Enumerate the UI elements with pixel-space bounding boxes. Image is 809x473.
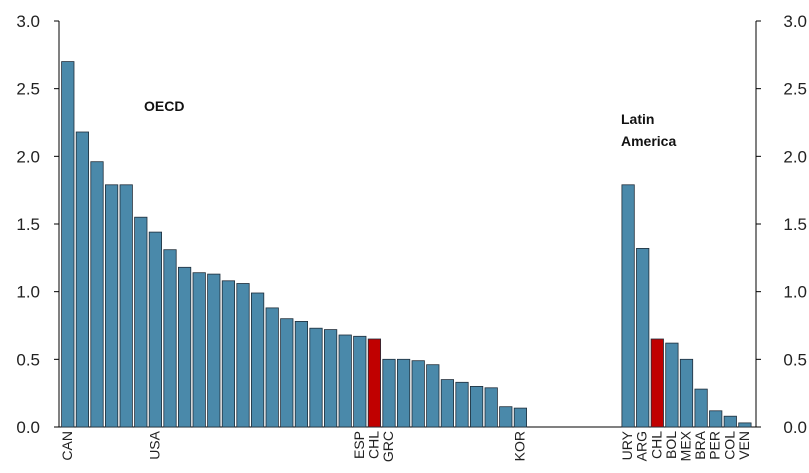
bar-chl (367, 338, 382, 428)
x-tick-label: VEN (736, 431, 752, 460)
annotation-oecd: OECD (144, 98, 184, 114)
x-tick-label: ESP (351, 431, 367, 459)
bar-bra (694, 388, 708, 428)
bar-unlabeled (440, 379, 455, 428)
bar-usa (148, 231, 162, 428)
y-tick-label-right: 0.5 (783, 350, 807, 369)
x-tick-label: URY (619, 430, 635, 460)
bar-unlabeled (265, 307, 279, 428)
x-tick-label: CHL (648, 431, 664, 459)
bar-unlabeled (163, 249, 177, 428)
bar-unlabeled (250, 292, 265, 428)
bar-arg (636, 247, 650, 428)
bar-ury (621, 184, 635, 428)
y-tick-label-left: 0.0 (16, 418, 40, 437)
labels-layer: OECD Latin America (144, 98, 676, 149)
y-tick-label-right: 2.5 (783, 80, 807, 99)
y-tick-label-left: 3.0 (16, 12, 40, 31)
bar-unlabeled (499, 406, 513, 428)
y-tick-label-left: 1.5 (16, 215, 40, 234)
bar-unlabeled (90, 161, 104, 428)
x-tick-label: ARG (634, 431, 650, 461)
x-tick-label: MEX (678, 430, 694, 461)
bar-unlabeled (207, 273, 221, 428)
y-tick-label-left: 1.0 (16, 283, 40, 302)
bar-unlabeled (294, 320, 309, 428)
bar-unlabeled (177, 266, 192, 428)
bar-col (723, 415, 737, 428)
y-tick-label-left: 2.5 (16, 80, 40, 99)
bar-unlabeled (280, 318, 294, 428)
bar-unlabeled (236, 283, 250, 428)
bar-chl (650, 338, 664, 428)
bar-unlabeled (396, 358, 411, 428)
bar-grc (382, 358, 396, 428)
bar-unlabeled (309, 327, 323, 428)
bar-bol (665, 342, 679, 428)
x-tick-label: USA (146, 430, 162, 459)
axes-layer: 0.0 0.0 0.5 0.5 1.0 1.0 1.5 1.5 2.0 2.0 2.5 2.5 3.0 3… (16, 12, 807, 437)
bar-unlabeled (411, 360, 425, 428)
y-tick-label-right: 1.0 (783, 283, 807, 302)
bar-mex (679, 358, 694, 428)
bar-unlabeled (221, 280, 235, 428)
bar-unlabeled (484, 387, 498, 428)
x-tick-label: BOL (663, 431, 679, 459)
x-tick-label: COL (721, 431, 737, 460)
bar-can (61, 61, 75, 428)
bar-unlabeled (469, 385, 484, 428)
bar-esp (353, 335, 367, 428)
bar-kor (513, 407, 528, 428)
x-tick-label: KOR (511, 431, 527, 461)
y-tick-label-right: 3.0 (783, 12, 807, 31)
x-tick-label: CAN (59, 431, 75, 461)
bar-unlabeled (426, 364, 440, 428)
x-tick-label: PER (707, 431, 723, 460)
bar-unlabeled (119, 184, 133, 428)
y-tick-label-right: 0.0 (783, 418, 807, 437)
bar-unlabeled (134, 216, 148, 428)
bar-unlabeled (105, 184, 119, 428)
bar-unlabeled (75, 131, 89, 428)
y-tick-label-right: 1.5 (783, 215, 807, 234)
bar-unlabeled (338, 334, 352, 428)
x-tick-label: BRA (692, 430, 708, 459)
annotation-latam-line2: America (621, 133, 676, 149)
bar-ven (738, 422, 752, 428)
bar-per (709, 410, 723, 428)
x-tick-label: GRC (380, 431, 396, 462)
y-tick-label-left: 0.5 (16, 350, 40, 369)
y-tick-label-right: 2.0 (783, 147, 807, 166)
bar-unlabeled (455, 381, 469, 428)
bar-unlabeled (323, 329, 338, 428)
bar-unlabeled (192, 272, 206, 428)
annotation-latam-line1: Latin (621, 111, 654, 127)
x-tick-label: CHL (365, 431, 381, 459)
y-tick-label-left: 2.0 (16, 147, 40, 166)
